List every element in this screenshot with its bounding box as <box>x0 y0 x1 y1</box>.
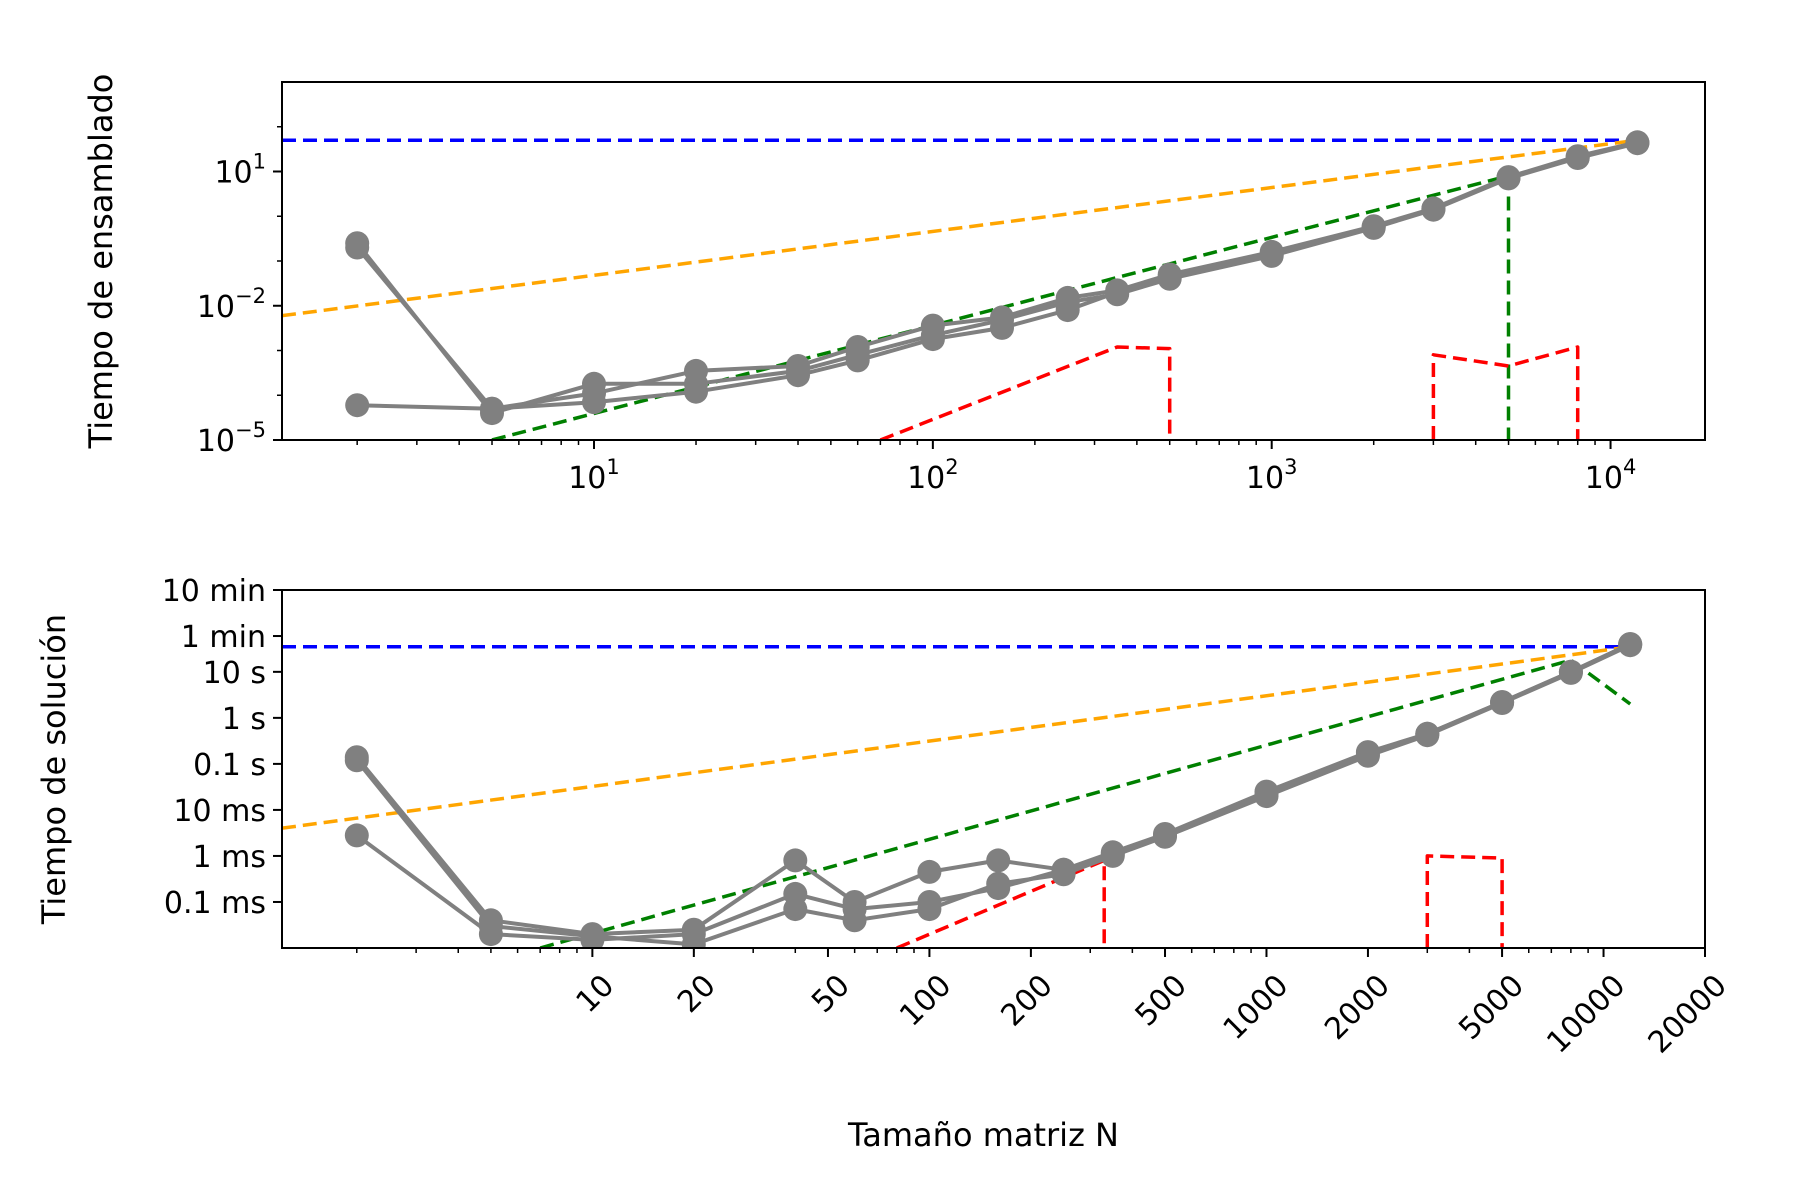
c1-x-tick-label: 5000 <box>1452 968 1531 1047</box>
c1-y-tick-label: 1 ms <box>193 840 266 875</box>
c1-x-tick-label: 50 <box>805 968 857 1020</box>
c1-y-tick-label: 0.1 s <box>193 748 266 783</box>
c1-series-2-point <box>1415 723 1440 748</box>
c1-x-tick-label: 500 <box>1129 968 1194 1033</box>
c0-x-tick-label: 104 <box>1585 455 1637 496</box>
c0-series-2-point <box>1361 215 1386 240</box>
c0-series-2-point <box>1157 266 1182 291</box>
c1-y-tick-label: 10 min <box>162 574 266 609</box>
c1-series-2-point <box>1100 843 1125 868</box>
c0-series-2-point <box>1421 197 1446 222</box>
c1-series-2-point <box>842 908 867 933</box>
c0-series-1-point <box>345 393 370 418</box>
c1-x-tick-label: 1000 <box>1217 968 1296 1047</box>
c1-x-tick-label: 100 <box>893 968 958 1033</box>
c1-series-2-point <box>1153 824 1177 849</box>
c0-series-7-line <box>1431 345 1580 440</box>
c0-x-tick-label: 103 <box>1246 455 1298 496</box>
c0-series-group <box>282 130 1650 440</box>
c0-series-2-line <box>355 141 1638 416</box>
c0-series-2-point <box>480 401 504 426</box>
c0-series-2-point <box>1496 166 1521 191</box>
c1-series-2-point <box>783 897 808 922</box>
c0-series-6-line <box>879 345 1172 440</box>
c0-series-2-point <box>1565 146 1590 170</box>
c0-series-0-line <box>355 140 1638 411</box>
c0-y-tick-label: 10−2 <box>197 284 266 325</box>
c1-x-tick-label: 20000 <box>1642 968 1734 1060</box>
c1-series-4-line <box>282 645 1631 830</box>
c0-series-2-point <box>684 371 708 396</box>
c1-series-group <box>282 632 1643 948</box>
c1-y-tick-label: 10 s <box>203 656 266 691</box>
c1-series-2-point <box>580 924 605 948</box>
c1-x-axis-title: Tamaño matriz N <box>847 1116 1119 1154</box>
c1-y-tick-label: 1 s <box>222 702 266 737</box>
c1-series-2-point <box>1254 784 1279 809</box>
c1-axes-frame <box>281 589 1706 949</box>
c1-series-2-point <box>1051 862 1076 887</box>
c1-series-2-point <box>1355 743 1380 768</box>
c1-x-tick-label: 20 <box>671 968 723 1020</box>
c0-series-2-point <box>345 231 370 256</box>
c1-series-6-line <box>896 858 1106 948</box>
c1-series-2-point <box>986 871 1011 896</box>
c0-series-2-point <box>1259 243 1284 268</box>
c1-y-tick-label: 0.1 ms <box>164 886 266 921</box>
c0-series-2-point <box>990 308 1014 332</box>
c0-axes-frame <box>281 81 1706 441</box>
c1-series-0-point <box>917 859 942 884</box>
c1-series-0-point <box>783 848 808 873</box>
c1-series-1-point <box>344 823 369 848</box>
c0-y-tick-label: 10−5 <box>197 418 266 459</box>
c1-series-2-point <box>478 914 503 938</box>
c1-series-2-line <box>355 643 1632 947</box>
c0-series-2-point <box>1105 282 1130 307</box>
solution-time-panel: 10 20 50 100 200 500 1000 2000 5000 10000 20000 0.1… <box>35 574 1734 1154</box>
c1-series-0-point <box>986 848 1011 873</box>
c0-series-2-point <box>845 342 870 367</box>
c1-x-tick-label: 10000 <box>1540 968 1632 1060</box>
c1-series-2-point <box>917 897 942 922</box>
c1-x-tick-label: 10 <box>570 968 622 1020</box>
c0-y-tick-label: 101 <box>214 150 266 191</box>
c1-series-5-line <box>539 658 1632 948</box>
c0-x-tick-label: 101 <box>568 455 620 496</box>
c1-series-2-point <box>1618 633 1643 658</box>
c1-y-tick-label: 10 ms <box>173 794 266 829</box>
c0-series-2-point <box>1625 131 1650 156</box>
c0-y-axis-title: Tiempo de ensamblado <box>82 74 120 450</box>
c0-series-2-point <box>786 358 810 383</box>
c1-y-axis-title: Tiempo de solución <box>35 614 73 925</box>
c0-series-2-point <box>920 323 945 348</box>
c1-y-tick-label: 1 min <box>181 620 266 655</box>
c1-x-tick-label: 200 <box>995 968 1060 1033</box>
c0-series-1-point <box>582 390 606 415</box>
c1-series-2-point <box>1490 691 1515 715</box>
c1-series-7-line <box>1425 854 1504 948</box>
c1-series-2-point <box>681 932 706 948</box>
c0-series-1-line <box>357 140 1638 411</box>
c0-series-4-line <box>282 138 1638 318</box>
c0-x-tick-label: 102 <box>907 455 959 496</box>
assembly-time-panel: 101 102 103 104 10−5 10−2 101 Tiempo de ensambl… <box>82 74 1706 496</box>
c1-series-2-point <box>1558 660 1583 685</box>
c0-series-2-point <box>1055 290 1080 315</box>
c1-x-tick-label: 2000 <box>1318 968 1397 1047</box>
c1-series-2-point <box>344 748 369 773</box>
c0-series-2-point <box>582 371 606 396</box>
